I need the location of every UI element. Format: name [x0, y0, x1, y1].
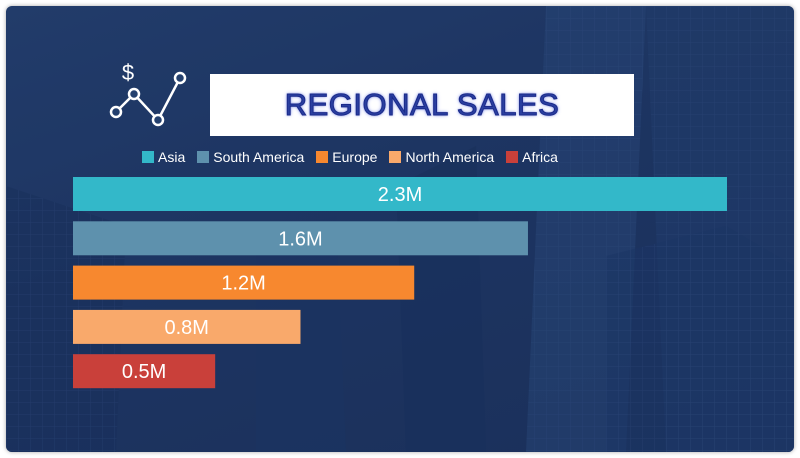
bar-asia	[73, 177, 727, 211]
legend-label: North America	[405, 149, 495, 165]
bar-north-america	[73, 309, 301, 344]
legend-swatch	[316, 151, 329, 163]
bar-value-label: 1.2M	[221, 273, 265, 295]
legend-label: Africa	[522, 149, 558, 165]
chart-title: REGIONAL SALES	[284, 87, 560, 123]
bar-europe	[73, 265, 415, 300]
legend-swatch	[197, 151, 210, 163]
legend-item-north-america: North America	[389, 149, 494, 165]
bar-value-label: 2.3M	[378, 184, 422, 206]
legend-label: South America	[213, 149, 305, 165]
legend-item-africa: Africa	[506, 149, 558, 165]
bar-value-label: 0.8M	[165, 317, 209, 339]
bar-value-label: 1.6M	[278, 228, 322, 250]
title-banner: REGIONAL SALES	[210, 74, 634, 136]
bar-south-america	[73, 221, 528, 256]
legend-item-asia: Asia	[142, 149, 185, 165]
dollar-chart-icon: $	[109, 60, 187, 127]
svg-text:$: $	[122, 60, 134, 85]
legend-label: Europe	[332, 149, 378, 165]
legend-swatch	[389, 151, 402, 163]
legend-item-south-america: South America	[197, 149, 304, 165]
legend-swatch	[506, 151, 519, 163]
chart-legend: Asia South America Europe North America Afri…	[142, 148, 570, 166]
legend-swatch	[142, 151, 154, 163]
legend-item-europe: Europe	[316, 149, 377, 165]
bar-africa	[73, 354, 216, 389]
bar-value-label: 0.5M	[122, 361, 166, 383]
legend-label: Asia	[158, 149, 186, 165]
